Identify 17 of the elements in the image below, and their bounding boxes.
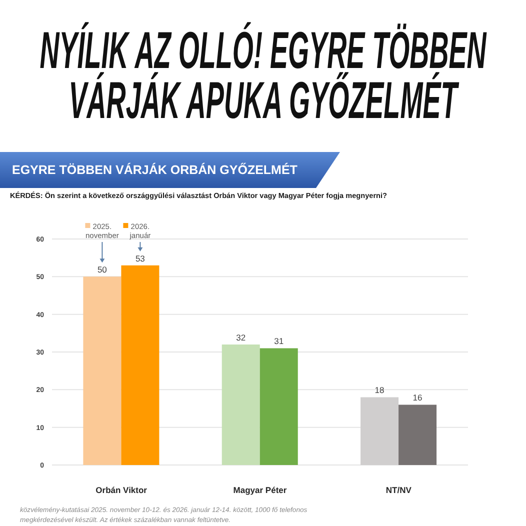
data-label: 31: [274, 336, 284, 346]
x-tick-label: NT/NV: [386, 485, 412, 496]
x-tick-label: Magyar Péter: [233, 485, 288, 496]
data-label: 18: [374, 385, 385, 396]
bar: [222, 344, 260, 465]
bar: [83, 276, 122, 465]
bar: [121, 265, 160, 465]
chart-title: NYÍLIK AZ OLLÓ! EGYRE TÖBBEN VÁRJÁK APUKA GYŐZELMÉT: [40, 20, 487, 130]
bar: [360, 397, 399, 465]
bar: [398, 404, 437, 465]
data-label: 16: [412, 392, 423, 403]
data-label: 50: [97, 264, 108, 275]
bar: [260, 348, 298, 465]
data-label: 32: [236, 332, 246, 342]
data-label: 53: [135, 253, 146, 264]
chart-subtitle: EGYRE TÖBBEN VÁRJÁK ORBÁN GYŐZELMÉT: [12, 162, 298, 179]
x-tick-label: Orbán Viktor: [96, 485, 148, 496]
